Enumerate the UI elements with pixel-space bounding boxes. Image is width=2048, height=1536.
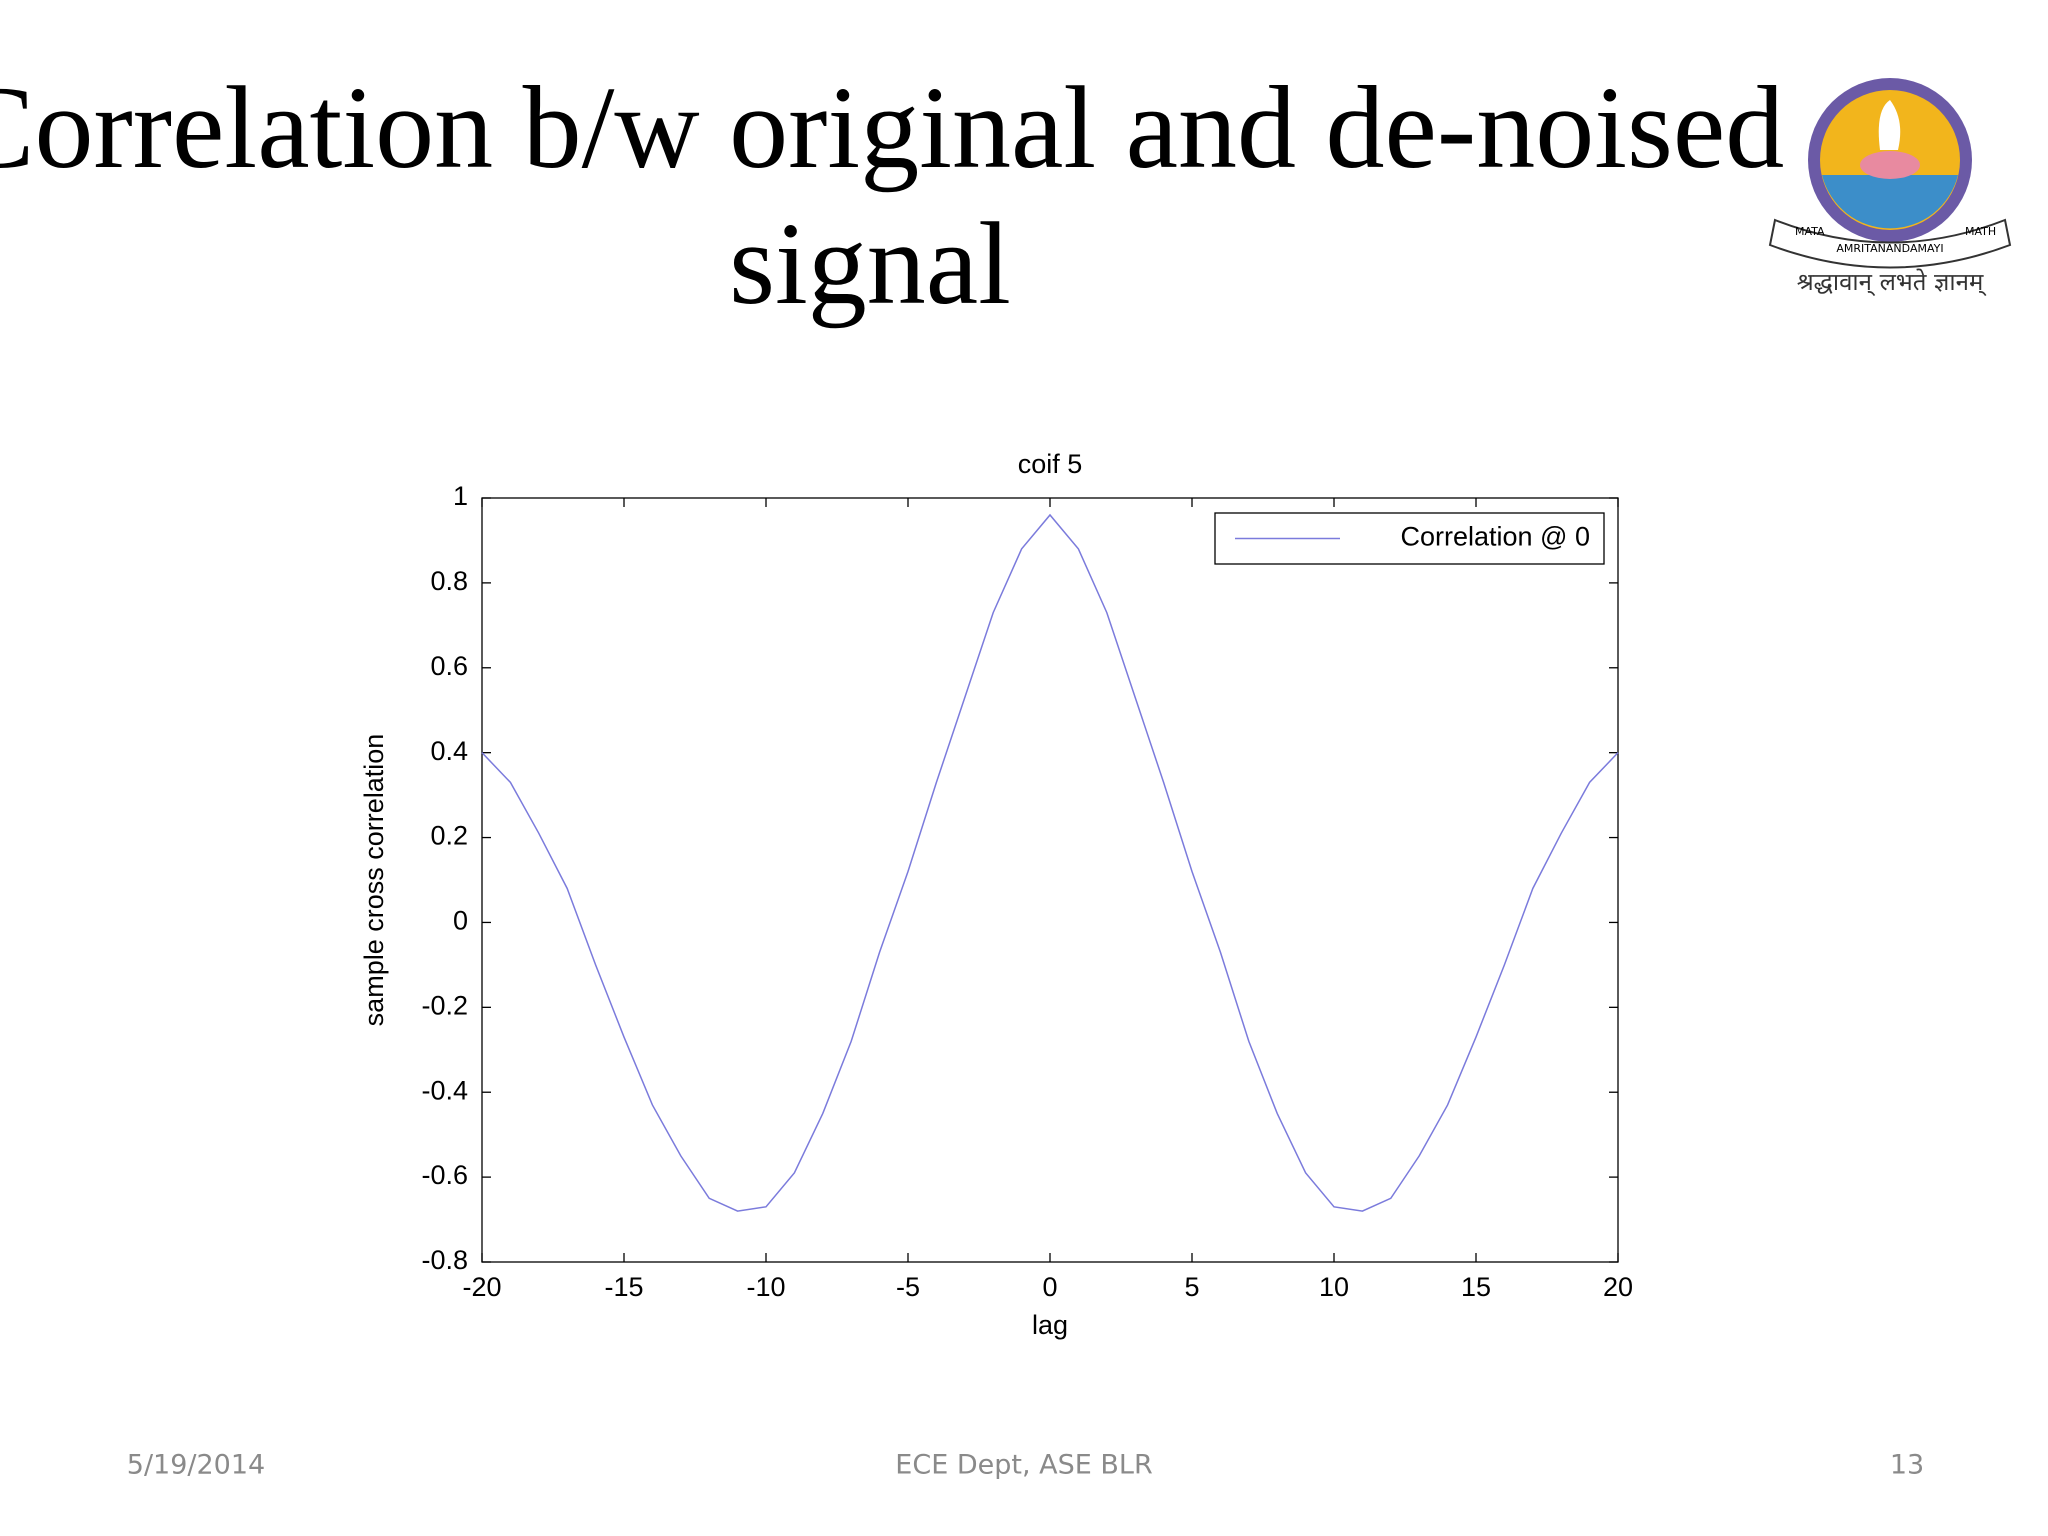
plot-frame <box>481 497 1619 1263</box>
logo-banner <box>1768 218 2012 269</box>
y-tick-label: 0.8 <box>430 566 468 596</box>
line-series <box>481 513 1619 1212</box>
x-tick-label: 20 <box>1603 1272 1633 1302</box>
logo-motto: श्रद्धावान् लभते ज्ञानम् <box>1797 268 1988 297</box>
logo-text: MATH <box>1965 225 1996 238</box>
y-tick-label: -0.6 <box>421 1160 468 1190</box>
logo-flame <box>1878 100 1901 150</box>
x-axis-label: lag <box>1032 1310 1068 1340</box>
logo-lotus <box>1860 151 1920 179</box>
logo-water <box>1822 175 1958 229</box>
y-tick-label: 0.2 <box>430 821 468 851</box>
y-tick-label: 1 <box>453 481 468 511</box>
chart: coif 5 lag sample cross correlation -0.8 -0.… <box>359 449 1633 1340</box>
x-tick-label: 10 <box>1319 1272 1349 1302</box>
footer-center: ECE Dept, ASE BLR <box>895 1450 1152 1481</box>
x-tick-label: 0 <box>1042 1272 1057 1302</box>
x-tick-label: -20 <box>462 1272 501 1302</box>
x-tick-label: 5 <box>1184 1272 1199 1302</box>
logo-text: MATA <box>1795 225 1825 238</box>
slide-title: signal <box>729 198 1011 329</box>
legend-label: Correlation @ 0 <box>1401 522 1591 552</box>
y-tick-label: -0.2 <box>421 990 468 1020</box>
x-tick-label: 15 <box>1461 1272 1491 1302</box>
slide-title: Correlation b/w original and de-noised <box>0 62 1784 193</box>
logo-text: AMRITANANDAMAYI <box>1836 242 1943 255</box>
footer-page: 13 <box>1890 1450 1924 1481</box>
footer-date: 5/19/2014 <box>127 1450 265 1481</box>
x-tick-label: -5 <box>896 1272 920 1302</box>
logo: MATA AMRITANANDAMAYI MATH श्रद्धावान् लभ… <box>1768 78 2012 297</box>
y-tick-label: 0.6 <box>430 651 468 681</box>
y-tick-label: -0.4 <box>421 1075 468 1105</box>
y-axis-label: sample cross correlation <box>359 734 389 1027</box>
chart-title: coif 5 <box>1018 449 1083 479</box>
y-tick-label: 0 <box>453 906 468 936</box>
y-tick-label: -0.8 <box>421 1245 468 1275</box>
y-tick-label: 0.4 <box>430 736 468 766</box>
x-tick-label: -15 <box>604 1272 643 1302</box>
x-tick-label: -10 <box>746 1272 785 1302</box>
